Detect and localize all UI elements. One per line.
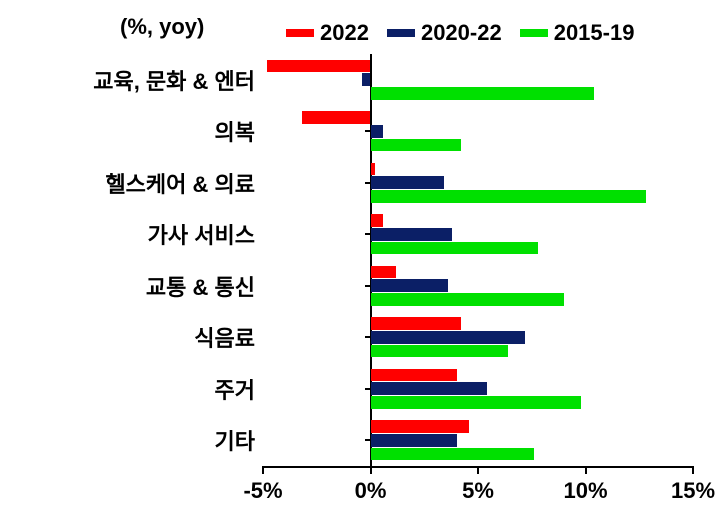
- bar: [371, 163, 375, 176]
- bar: [371, 228, 453, 241]
- legend-swatch-2015-19: [520, 29, 548, 37]
- bar: [371, 420, 470, 433]
- bar: [371, 139, 461, 152]
- legend-label-2015-19: 2015-19: [554, 20, 635, 46]
- x-tick: [477, 466, 479, 474]
- bar: [371, 125, 384, 138]
- category-label: 식음료: [194, 321, 263, 353]
- legend-label-2020-22: 2020-22: [421, 20, 502, 46]
- legend-swatch-2022: [286, 29, 314, 37]
- x-tick-label: 5%: [462, 478, 494, 504]
- legend-item-2020-22: 2020-22: [387, 20, 502, 46]
- chart-container: (%, yoy) 2022 2020-22 2015-19 -5%0%5%10%…: [0, 0, 716, 517]
- x-tick-label: -5%: [243, 478, 282, 504]
- bar: [371, 331, 526, 344]
- x-tick: [262, 466, 264, 474]
- bar: [362, 73, 371, 86]
- category-label: 가사 서비스: [148, 218, 263, 250]
- x-tick-label: 10%: [563, 478, 607, 504]
- bar: [371, 448, 534, 461]
- category-label: 기타: [215, 424, 263, 456]
- bar: [371, 242, 539, 255]
- x-tick: [585, 466, 587, 474]
- bar: [371, 266, 397, 279]
- bar: [371, 317, 461, 330]
- legend: 2022 2020-22 2015-19: [286, 20, 634, 46]
- bar: [371, 293, 565, 306]
- category-label: 의복: [215, 115, 263, 147]
- x-tick: [692, 466, 694, 474]
- bar: [371, 434, 457, 447]
- bar: [371, 176, 444, 189]
- category-label: 주거: [215, 373, 263, 405]
- bar: [371, 382, 487, 395]
- x-tick-label: 0%: [355, 478, 387, 504]
- x-tick-label: 15%: [671, 478, 715, 504]
- legend-swatch-2020-22: [387, 29, 415, 37]
- legend-item-2015-19: 2015-19: [520, 20, 635, 46]
- legend-item-2022: 2022: [286, 20, 369, 46]
- category-label: 교육, 문화 & 엔터: [93, 64, 263, 96]
- category-label: 교통 & 통신: [146, 270, 263, 302]
- plot-area: -5%0%5%10%15%교육, 문화 & 엔터의복헬스케어 & 의료가사 서비…: [263, 54, 693, 466]
- bar: [371, 190, 646, 203]
- bar: [371, 87, 595, 100]
- bar: [371, 214, 384, 227]
- category-label: 헬스케어 & 의료: [105, 167, 263, 199]
- chart-title: (%, yoy): [120, 14, 204, 40]
- x-tick: [370, 466, 372, 474]
- bar: [371, 369, 457, 382]
- bar: [371, 279, 448, 292]
- bar: [371, 396, 582, 409]
- bar: [371, 345, 509, 358]
- bar: [267, 60, 370, 73]
- bar: [302, 111, 371, 124]
- legend-label-2022: 2022: [320, 20, 369, 46]
